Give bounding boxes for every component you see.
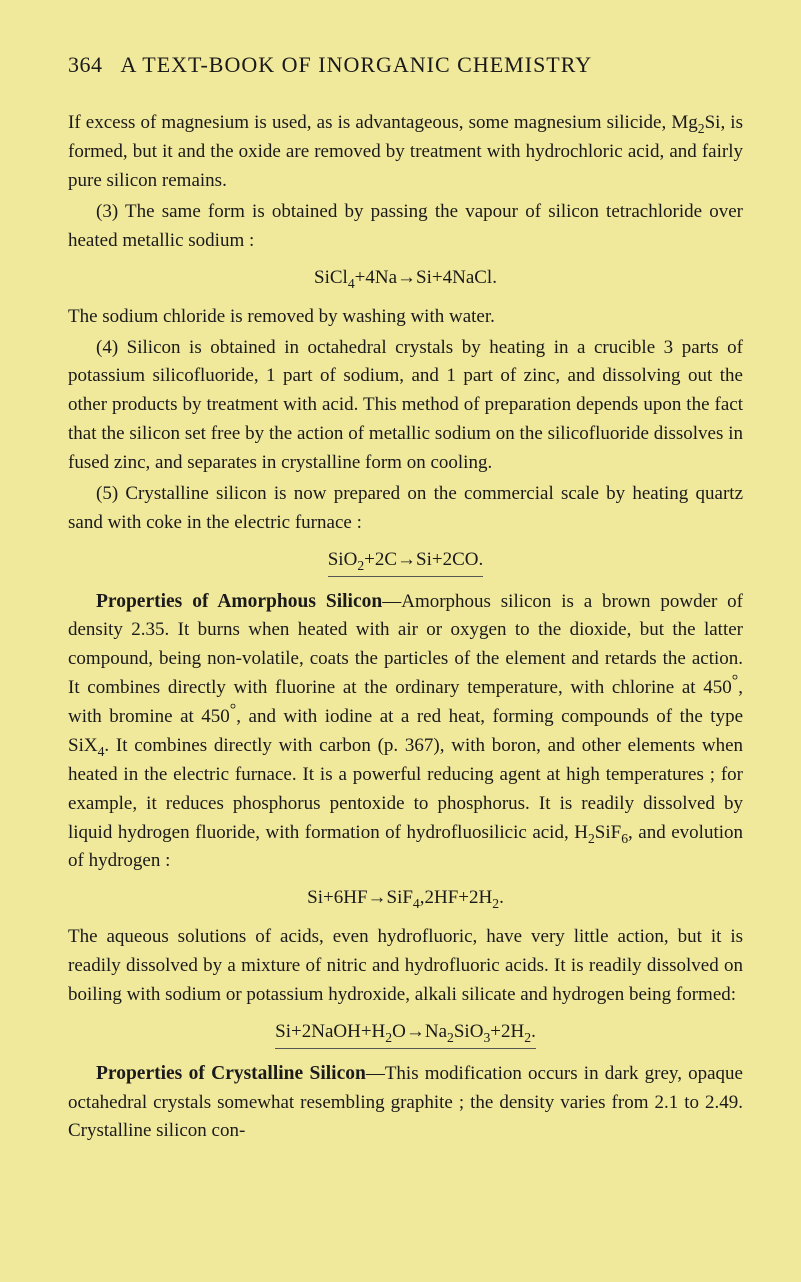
formula-3: Si+6HF→SiF4,2HF+2H2. — [68, 884, 743, 913]
formula-text: Si+6HF→SiF — [307, 887, 413, 908]
section-heading-crystalline: Properties of Crystalline Silicon — [96, 1063, 366, 1084]
book-title: A TEXT-BOOK OF INORGANIC CHEMISTRY — [121, 48, 593, 81]
subscript: 2 — [588, 830, 595, 845]
formula-text: SiO — [454, 1021, 484, 1042]
paragraph-6: Properties of Amorphous Silicon—Amorphou… — [68, 587, 743, 877]
text: If excess of magnesium is used, as is ad… — [68, 112, 698, 133]
paragraph-4: (4) Silicon is obtained in octahedral cr… — [68, 334, 743, 478]
text: (4) Silicon is obtained in octahedral cr… — [68, 337, 743, 474]
subscript: 2 — [447, 1030, 454, 1045]
page-header: 364 A TEXT-BOOK OF INORGANIC CHEMISTRY — [68, 48, 743, 81]
text: (5) Crystalline silicon is now prepared … — [68, 483, 743, 533]
paragraph-2: (3) The same form is obtained by passing… — [68, 198, 743, 256]
formula-text: ,2HF+2H — [420, 887, 492, 908]
formula-text: +2C→Si+2CO. — [364, 549, 483, 570]
section-heading-amorphous: Properties of Amorphous Silicon — [96, 591, 382, 612]
formula-text: +4Na→Si+4NaCl. — [355, 267, 497, 288]
subscript: 4 — [413, 896, 420, 911]
text: (3) The same form is obtained by passing… — [68, 201, 743, 251]
formula-text: SiCl — [314, 267, 348, 288]
page-number: 364 — [68, 48, 103, 81]
formula-text: . — [499, 887, 504, 908]
formula-text: Si+2NaOH+H — [275, 1021, 385, 1042]
subscript: 4 — [348, 276, 355, 291]
formula-1: SiCl4+4Na→Si+4NaCl. — [68, 264, 743, 293]
formula-text: +2H — [490, 1021, 524, 1042]
formula-text: SiO — [328, 549, 358, 570]
paragraph-5: (5) Crystalline silicon is now prepared … — [68, 480, 743, 538]
text: The sodium chloride is removed by washin… — [68, 306, 495, 327]
paragraph-7: The aqueous solutions of acids, even hyd… — [68, 923, 743, 1010]
formula-text: O→Na — [392, 1021, 447, 1042]
text: The aqueous solutions of acids, even hyd… — [68, 926, 743, 1005]
formula-text: . — [531, 1021, 536, 1042]
paragraph-8: Properties of Crystalline Silicon—This m… — [68, 1059, 743, 1147]
paragraph-3: The sodium chloride is removed by washin… — [68, 303, 743, 332]
paragraph-1: If excess of magnesium is used, as is ad… — [68, 109, 743, 196]
formula-4: Si+2NaOH+H2O→Na2SiO3+2H2. — [68, 1018, 743, 1049]
subscript: 2 — [698, 121, 705, 136]
text: SiF — [595, 822, 621, 843]
formula-2: SiO2+2C→Si+2CO. — [68, 546, 743, 577]
